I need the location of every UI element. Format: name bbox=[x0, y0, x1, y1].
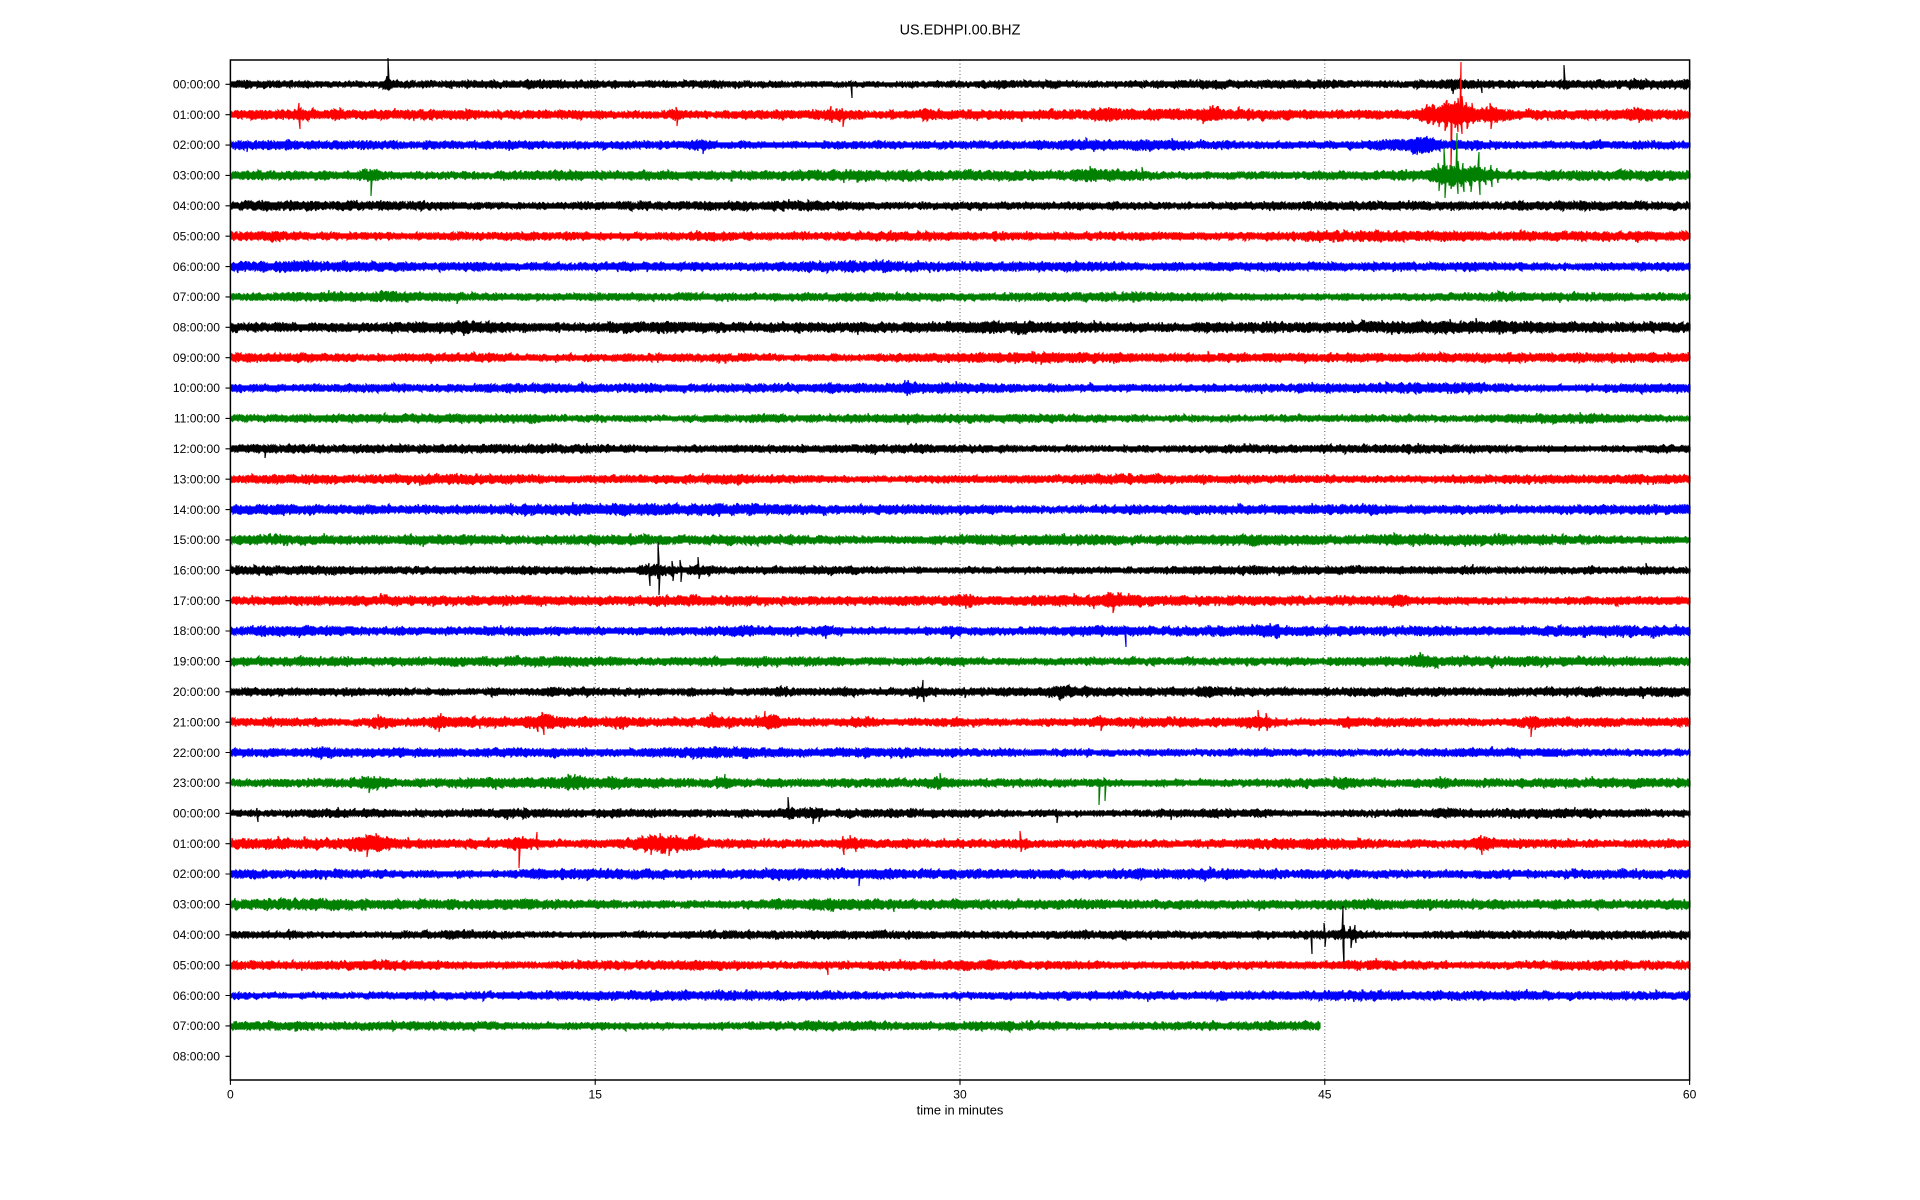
svg-text:US.EDHPI.00.BHZ: US.EDHPI.00.BHZ bbox=[900, 23, 1021, 39]
svg-text:17:00:00: 17:00:00 bbox=[173, 594, 220, 608]
svg-text:0: 0 bbox=[227, 1087, 234, 1101]
svg-text:45: 45 bbox=[1318, 1087, 1332, 1101]
svg-text:22:00:00: 22:00:00 bbox=[173, 746, 220, 760]
svg-text:06:00:00: 06:00:00 bbox=[173, 989, 220, 1003]
svg-text:00:00:00: 00:00:00 bbox=[173, 78, 220, 92]
svg-text:03:00:00: 03:00:00 bbox=[173, 898, 220, 912]
svg-text:02:00:00: 02:00:00 bbox=[173, 138, 220, 152]
svg-text:30: 30 bbox=[953, 1087, 967, 1101]
svg-text:time in minutes: time in minutes bbox=[917, 1103, 1004, 1118]
svg-text:23:00:00: 23:00:00 bbox=[173, 776, 220, 790]
svg-text:04:00:00: 04:00:00 bbox=[173, 199, 220, 213]
svg-text:05:00:00: 05:00:00 bbox=[173, 958, 220, 972]
svg-text:15:00:00: 15:00:00 bbox=[173, 533, 220, 547]
svg-text:11:00:00: 11:00:00 bbox=[174, 412, 220, 426]
svg-text:04:00:00: 04:00:00 bbox=[173, 928, 220, 942]
svg-text:13:00:00: 13:00:00 bbox=[173, 472, 220, 486]
svg-text:16:00:00: 16:00:00 bbox=[173, 564, 220, 578]
svg-text:15: 15 bbox=[588, 1087, 602, 1101]
svg-text:18:00:00: 18:00:00 bbox=[173, 624, 220, 638]
svg-text:01:00:00: 01:00:00 bbox=[173, 837, 220, 851]
svg-text:12:00:00: 12:00:00 bbox=[173, 442, 220, 456]
svg-text:05:00:00: 05:00:00 bbox=[173, 229, 220, 243]
svg-text:14:00:00: 14:00:00 bbox=[173, 503, 220, 517]
svg-text:01:00:00: 01:00:00 bbox=[173, 108, 220, 122]
svg-text:08:00:00: 08:00:00 bbox=[173, 321, 220, 335]
svg-text:19:00:00: 19:00:00 bbox=[173, 655, 220, 669]
svg-text:07:00:00: 07:00:00 bbox=[173, 1019, 220, 1033]
svg-text:00:00:00: 00:00:00 bbox=[173, 807, 220, 821]
svg-text:60: 60 bbox=[1683, 1087, 1697, 1101]
svg-text:07:00:00: 07:00:00 bbox=[173, 290, 220, 304]
svg-text:09:00:00: 09:00:00 bbox=[173, 351, 220, 365]
svg-text:10:00:00: 10:00:00 bbox=[173, 381, 220, 395]
svg-text:06:00:00: 06:00:00 bbox=[173, 260, 220, 274]
svg-text:02:00:00: 02:00:00 bbox=[173, 867, 220, 881]
svg-text:21:00:00: 21:00:00 bbox=[173, 715, 220, 729]
svg-text:20:00:00: 20:00:00 bbox=[173, 685, 220, 699]
svg-text:08:00:00: 08:00:00 bbox=[173, 1050, 220, 1064]
svg-text:03:00:00: 03:00:00 bbox=[173, 169, 220, 183]
